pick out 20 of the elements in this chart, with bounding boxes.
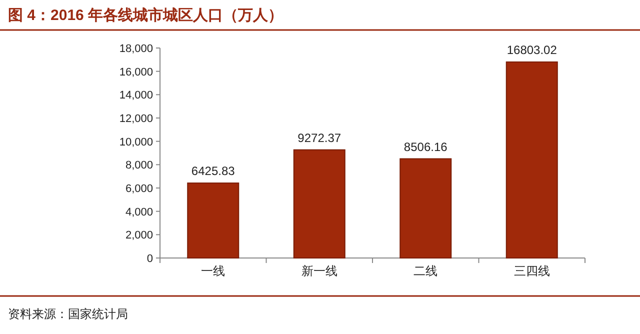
- x-tick-label: 二线: [414, 264, 438, 278]
- x-tick-label: 一线: [201, 264, 226, 278]
- title: 图 4：2016 年各线城市城区人口（万人）: [8, 7, 284, 24]
- y-tick-label: 0: [146, 253, 153, 265]
- data-label: 6425.83: [191, 164, 236, 178]
- y-tick-label: 12,000: [119, 113, 153, 125]
- y-tick-label: 16,000: [119, 66, 153, 78]
- data-label: 9272.37: [298, 130, 342, 145]
- data-label: 16803.02: [506, 42, 558, 57]
- y-tick-label: 14,000: [119, 90, 153, 102]
- y-tick-label: 8,000: [125, 160, 153, 172]
- text: 资料来源：国家统计局: [8, 307, 128, 321]
- x-tick-label: 新一线: [301, 264, 338, 278]
- y-tick-label: 10,000: [119, 136, 153, 148]
- x-tick-label: 三四线: [514, 264, 550, 278]
- y-tick-label: 4,000: [125, 206, 153, 218]
- y-tick-label: 2,000: [125, 230, 153, 242]
- data-label: 8506.16: [404, 140, 448, 154]
- y-tick-label: 6,000: [125, 183, 153, 195]
- y-tick-label: 18,000: [119, 43, 153, 55]
